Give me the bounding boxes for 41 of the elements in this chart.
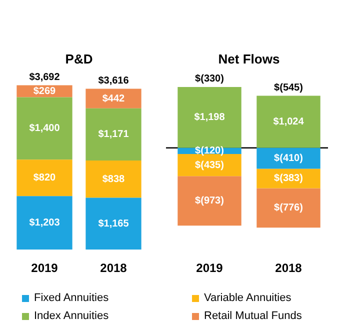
data-label: $(120) [195, 146, 224, 157]
bar [86, 108, 142, 160]
bar [86, 160, 142, 198]
chart-title: Net Flows [218, 51, 280, 66]
bar [86, 198, 142, 250]
total-label: $(330) [195, 74, 224, 85]
chart-title: P&D [65, 51, 93, 66]
data-label: $1,198 [194, 112, 226, 124]
data-label: $1,400 [29, 123, 60, 134]
bar [178, 86, 242, 148]
bar [256, 96, 320, 148]
data-label: $1,171 [98, 129, 130, 140]
data-label: $(383) [274, 173, 303, 184]
legend-label: Variable Annuities [204, 292, 292, 304]
bar [16, 97, 72, 160]
data-label: $(776) [274, 202, 303, 214]
data-label: $1,203 [29, 218, 60, 229]
x-tick-label: 2019 [196, 261, 224, 276]
total-label: $3,616 [98, 75, 130, 86]
x-tick-label: 2019 [31, 261, 58, 276]
data-label: $820 [33, 172, 56, 184]
data-label: $1,165 [98, 218, 130, 230]
x-tick-label: 2018 [100, 261, 128, 276]
bar [178, 176, 242, 226]
data-label: $(973) [195, 196, 224, 207]
legend-label: Fixed Annuities [34, 292, 109, 304]
total-label: $(545) [274, 82, 303, 94]
data-label: $442 [102, 93, 126, 104]
legend-label: Index Annuities [34, 310, 109, 322]
bar [16, 160, 72, 196]
data-label: $(435) [195, 160, 224, 171]
legend-label: Retail Mutual Funds [204, 310, 302, 322]
data-label: $269 [33, 86, 56, 98]
data-label: $838 [102, 174, 126, 185]
total-label: $3,692 [29, 72, 60, 84]
bar [86, 88, 142, 108]
data-label: $(410) [274, 153, 303, 164]
x-tick-label: 2018 [275, 261, 302, 276]
bar [256, 188, 320, 228]
data-label: $1,024 [273, 116, 304, 128]
bar [16, 196, 72, 250]
